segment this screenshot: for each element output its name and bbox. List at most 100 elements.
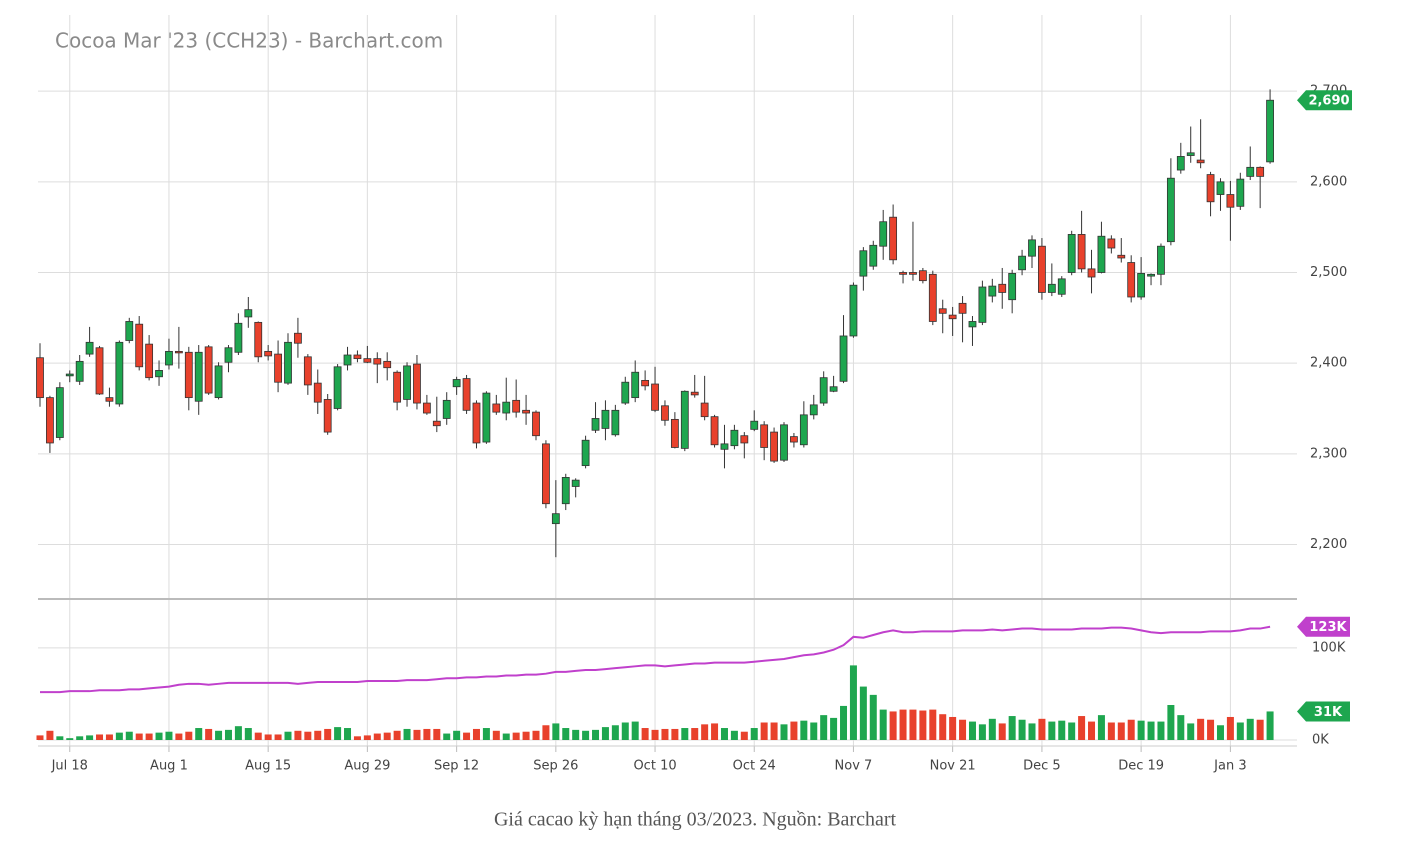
candle-body (1077, 234, 1086, 270)
volume-bar (1127, 719, 1135, 740)
candle-body (264, 350, 273, 357)
x-tick-label: Sep 26 (533, 759, 578, 774)
volume-bar (978, 724, 986, 740)
x-tick-label: Aug 15 (245, 759, 291, 774)
candle-body (1107, 238, 1116, 249)
candle-body (393, 371, 402, 403)
candle-body (690, 391, 699, 396)
candle-body (442, 399, 451, 419)
volume-bar (36, 735, 44, 740)
y-tick-label: 2,600 (1310, 174, 1347, 189)
candle-body (809, 404, 818, 416)
oi-tag (1297, 616, 1350, 637)
candle-body (819, 377, 828, 404)
candle-body (730, 429, 739, 447)
candle-body (1067, 234, 1076, 273)
volume-bar (1117, 722, 1125, 740)
volume-bar (592, 729, 600, 740)
volume-bar (919, 710, 927, 740)
candle-body (790, 436, 798, 443)
volume-bar (1236, 722, 1244, 740)
volume-bar (800, 720, 808, 740)
candle-body (928, 273, 937, 322)
candle-body (303, 356, 312, 386)
candle-body (542, 443, 550, 505)
volume-bar (582, 730, 590, 740)
candle-body (75, 360, 84, 382)
candle-body (829, 386, 838, 392)
candle-body (938, 308, 947, 314)
volume-bar (1018, 719, 1026, 740)
volume-bar (1187, 723, 1195, 740)
candle-body (631, 371, 640, 399)
volume-bar (294, 730, 302, 740)
candle-body (601, 409, 610, 429)
candle-body (909, 272, 917, 275)
volume-bar (125, 731, 133, 740)
volume-bar (334, 727, 342, 740)
volume-bar (998, 723, 1006, 740)
volume-bar (840, 705, 848, 740)
candle-body (145, 343, 154, 379)
candle-body (422, 402, 431, 414)
volume-bar (1167, 705, 1175, 740)
candle-body (869, 244, 878, 267)
volume-bar (224, 729, 232, 740)
candle-body (968, 321, 977, 328)
volume-bar (810, 722, 818, 740)
volume-bar (830, 717, 838, 740)
candle-body (581, 439, 590, 467)
candle-body (1087, 268, 1096, 278)
volume-bar (1207, 719, 1215, 740)
price-tag (1297, 90, 1352, 111)
volume-bar (453, 730, 461, 740)
x-tick-label: Aug 1 (150, 759, 188, 774)
volume-bar (1216, 725, 1224, 740)
candle-body (899, 272, 907, 275)
candle-body (46, 397, 54, 444)
candle-body (274, 353, 282, 383)
x-tick-label: Sep 12 (434, 759, 479, 774)
candle-body (105, 397, 114, 402)
volume-bar (1197, 718, 1205, 740)
candle-body (165, 350, 173, 366)
candle-body (720, 443, 729, 450)
volume-bar (790, 721, 798, 740)
candle-body (1117, 254, 1126, 259)
volume-bar (155, 732, 163, 740)
volume-bar (572, 729, 580, 740)
candle-body (65, 373, 74, 377)
candle-body (1157, 245, 1165, 275)
candle-body (36, 357, 44, 399)
volume-bar (383, 732, 391, 740)
candle-body (1236, 178, 1245, 207)
candle-body (383, 360, 392, 369)
volume-bar (502, 733, 510, 740)
volume-bar (1256, 719, 1264, 740)
candle-body (651, 383, 659, 411)
volume-bar (552, 723, 560, 740)
candle-body (432, 420, 441, 427)
candle-body (998, 283, 1007, 293)
caption: Giá cacao kỳ hạn tháng 03/2023. Nguồn: B… (494, 809, 897, 831)
candle-body (85, 341, 94, 355)
volume-bar (413, 729, 421, 740)
x-tick-label: Jul 18 (51, 759, 88, 774)
volume-bar (344, 728, 352, 740)
volume-bar (601, 727, 609, 740)
y-tick-label: 2,400 (1310, 356, 1347, 371)
volume-bar (631, 721, 639, 740)
candle-body (700, 402, 709, 418)
volume-bar (86, 735, 94, 740)
candle-body (284, 341, 292, 384)
volume-bar (324, 728, 332, 740)
volume-bar (641, 728, 649, 740)
volume-bar (353, 736, 361, 740)
candle-body (1196, 159, 1205, 164)
candle-body (958, 302, 967, 314)
volume-bar (542, 725, 550, 740)
candle-body (452, 379, 461, 388)
candle-body (313, 382, 322, 403)
candle-body (591, 418, 600, 431)
